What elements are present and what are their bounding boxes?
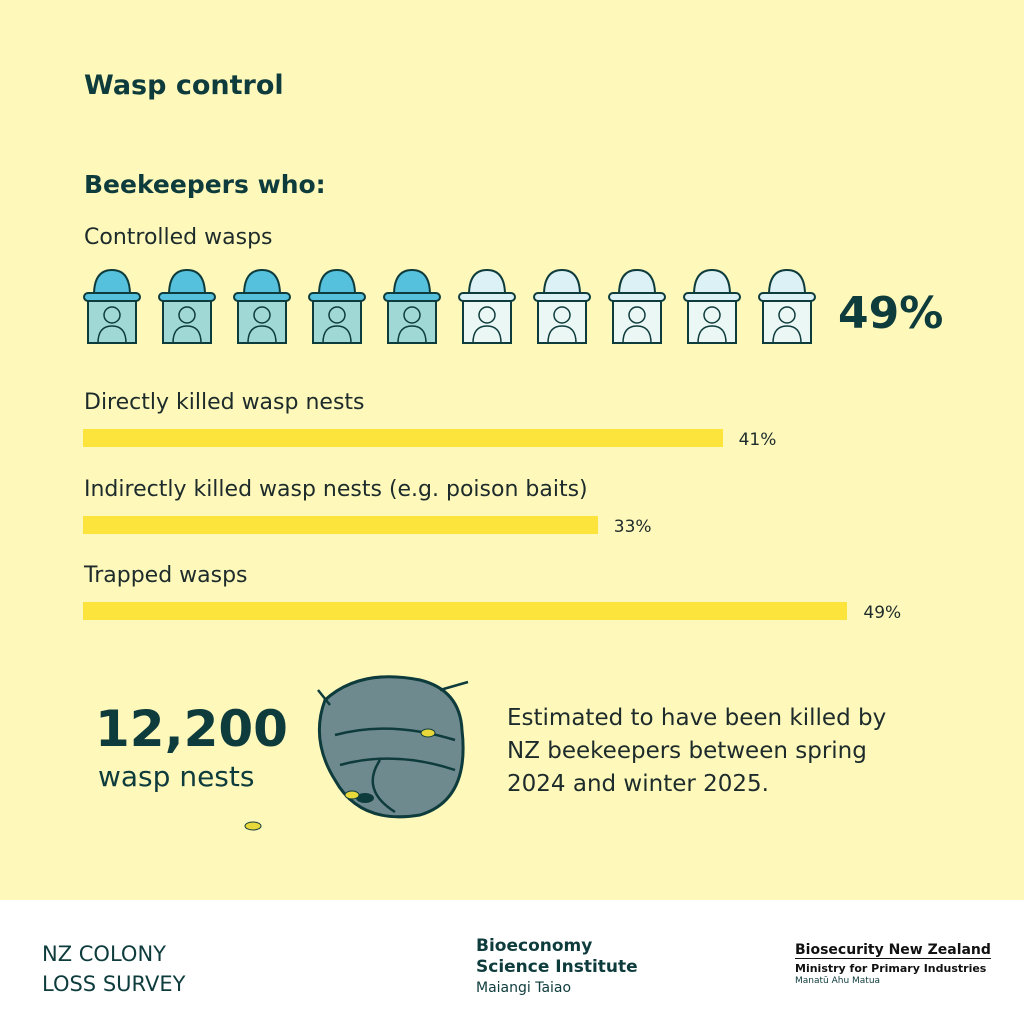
bar	[83, 429, 723, 447]
bar	[83, 516, 598, 534]
logo-text: Biosecurity New Zealand	[795, 942, 991, 959]
highlight-unit: wasp nests	[98, 760, 255, 793]
bar-value: 49%	[863, 603, 902, 623]
beekeeper-icon	[758, 268, 816, 344]
beekeeper-icon	[83, 268, 141, 344]
beekeeper-icon	[308, 268, 366, 344]
logo-text: Bioeconomy	[476, 936, 593, 956]
logo-text: Science Institute	[476, 957, 638, 977]
bar	[83, 602, 848, 620]
bar-value: 41%	[738, 430, 777, 450]
beekeeper-icon	[233, 268, 291, 344]
footer	[0, 900, 1024, 1024]
beekeeper-icon	[683, 268, 741, 344]
bar-label: Directly killed wasp nests	[84, 390, 365, 415]
logo-text: Ministry for Primary Industries	[795, 962, 987, 975]
logo-text: LOSS SURVEY	[42, 972, 186, 996]
logo-text: NZ COLONY	[42, 942, 166, 966]
beekeeper-icon	[158, 268, 216, 344]
pictogram-value: 49%	[838, 288, 944, 339]
bar-label: Trapped wasps	[84, 563, 248, 588]
wasp-icon	[244, 728, 436, 831]
beekeeper-icon	[533, 268, 591, 344]
beekeeper-icon	[383, 268, 441, 344]
logo-text: Manatū Ahu Matua	[795, 976, 881, 986]
highlight-number: 12,200	[95, 700, 288, 758]
description-line: 2024 and winter 2025.	[507, 771, 769, 797]
logo-text: Maiangi Taiao	[476, 980, 572, 996]
subtitle: Beekeepers who:	[84, 170, 326, 199]
description-line: Estimated to have been killed by	[507, 705, 887, 731]
beekeeper-icon	[458, 268, 516, 344]
wasp-nest	[317, 675, 469, 819]
artwork	[83, 268, 816, 831]
beekeeper-icon	[608, 268, 666, 344]
description-line: NZ beekeepers between spring	[507, 738, 867, 764]
pictogram-label: Controlled wasps	[84, 225, 273, 250]
bar-label: Indirectly killed wasp nests (e.g. poiso…	[84, 477, 588, 502]
bar-value: 33%	[613, 517, 652, 537]
title: Wasp control	[84, 70, 284, 101]
